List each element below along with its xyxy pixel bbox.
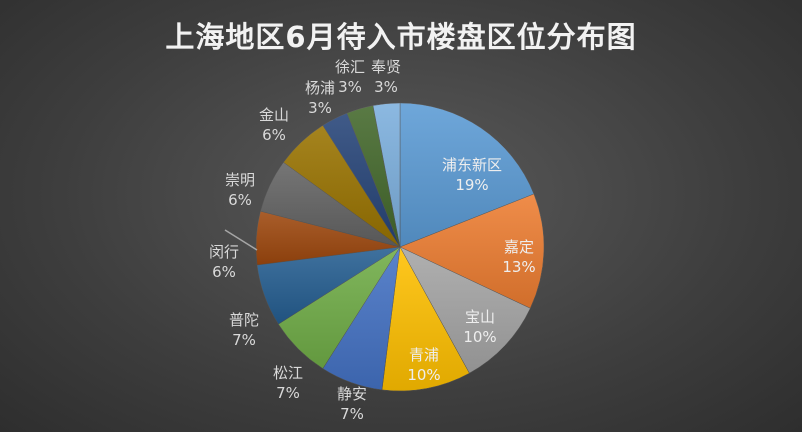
data-label-category: 静安: [337, 385, 367, 403]
data-label-category: 宝山: [465, 308, 495, 326]
slice-shade: [322, 247, 400, 390]
data-label-category: 奉贤: [371, 58, 401, 76]
data-label-percent: 3%: [374, 78, 398, 96]
data-label-percent: 19%: [455, 176, 488, 194]
data-label-category: 浦东新区: [442, 156, 502, 174]
data-label-category: 徐汇: [335, 58, 365, 76]
slice-shade: [400, 247, 531, 374]
slice-shade: [322, 113, 400, 247]
data-label-category: 杨浦: [305, 79, 335, 97]
data-label-category: 崇明: [225, 171, 255, 189]
data-label-percent: 7%: [340, 405, 364, 423]
data-label-percent: 7%: [232, 331, 256, 349]
leader-line: [224, 229, 258, 251]
data-label-percent: 7%: [276, 384, 300, 402]
slice-shade: [400, 193, 544, 309]
data-label-percent: 6%: [212, 263, 236, 281]
data-label-percent: 10%: [407, 366, 440, 384]
data-label-percent: 6%: [228, 191, 252, 209]
slice-shade: [257, 247, 400, 325]
slice-shade: [260, 162, 400, 247]
slice-shade: [278, 247, 400, 369]
slice-shade: [381, 247, 470, 391]
slice-shade: [373, 103, 400, 247]
data-label-category: 青浦: [409, 346, 439, 364]
data-label-category: 金山: [259, 106, 289, 124]
slice-shade: [346, 105, 400, 248]
data-label-percent: 3%: [338, 78, 362, 96]
data-label-percent: 10%: [463, 328, 496, 346]
data-label-category: 普陀: [229, 311, 259, 329]
data-label-category: 嘉定: [504, 238, 534, 256]
chart-title: 上海地区6月待入市楼盘区位分布图: [165, 20, 637, 54]
data-label-category: 闵行: [209, 243, 239, 261]
data-label-percent: 6%: [262, 126, 286, 144]
data-label-category: 松江: [273, 364, 303, 382]
data-label-percent: 13%: [502, 258, 535, 276]
data-label-percent: 3%: [308, 99, 332, 117]
slice-shade: [283, 125, 400, 247]
slice-shade: [400, 103, 534, 247]
slice-shade: [256, 211, 400, 266]
